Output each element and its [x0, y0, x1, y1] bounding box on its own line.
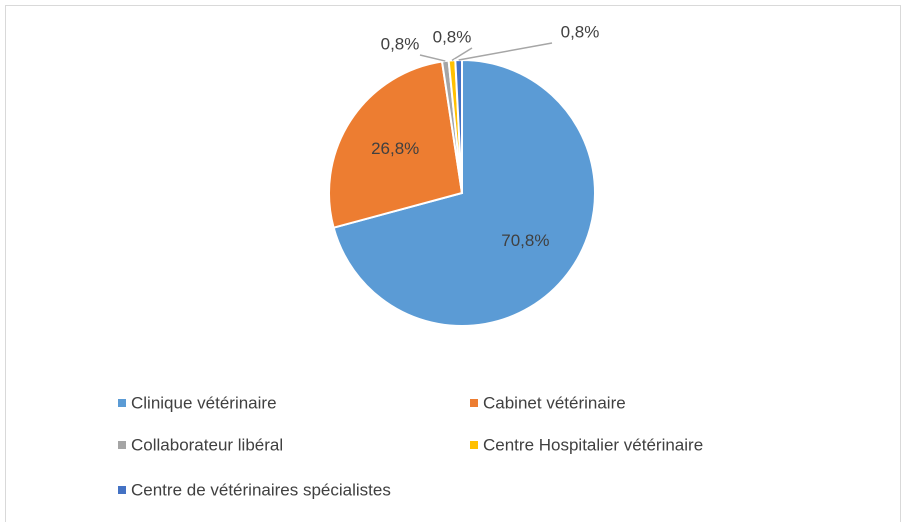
pie-slice — [328, 60, 464, 229]
legend-label: Centre de vétérinaires spécialistes — [131, 480, 391, 499]
pie-slice — [332, 58, 596, 327]
slice-label: 26,8% — [371, 139, 419, 158]
leader-line — [458, 42, 553, 61]
legend-swatch — [118, 486, 126, 494]
leader-line — [419, 54, 446, 62]
legend-label: Cabinet vétérinaire — [483, 393, 626, 412]
slice-label: 0,8% — [433, 27, 472, 46]
legend-swatch — [118, 399, 126, 407]
slice-label: 0,8% — [561, 22, 600, 41]
leader-line — [451, 47, 473, 62]
slice-label: 70,8% — [501, 231, 549, 250]
legend-swatch — [470, 399, 478, 407]
legend-swatch — [118, 441, 126, 449]
slice-label: 0,8% — [381, 34, 420, 53]
legend-swatch — [470, 441, 478, 449]
legend-label: Clinique vétérinaire — [131, 393, 277, 412]
legend-label: Collaborateur libéral — [131, 435, 283, 454]
legend-label: Centre Hospitalier vétérinaire — [483, 435, 703, 454]
